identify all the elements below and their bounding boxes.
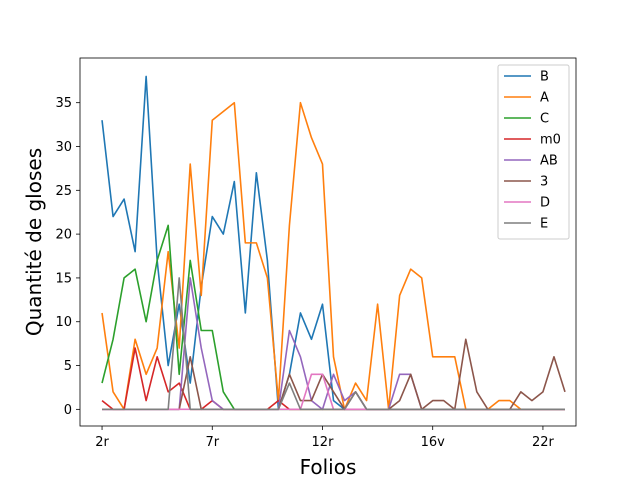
legend-label-E: E (540, 217, 548, 232)
legend-box (497, 64, 570, 240)
series-line-E (102, 277, 565, 411)
legend-label-m0: m0 (540, 133, 561, 148)
y-tick-label: 15 (55, 271, 72, 286)
x-axis: 2r 7r 12r 16v 22r (95, 426, 555, 450)
y-axis: 0 5 10 15 20 25 30 35 (55, 96, 80, 418)
y-tick-label: 30 (55, 140, 72, 155)
x-tick-label: 2r (95, 435, 109, 450)
x-tick-label: 7r (205, 435, 219, 450)
y-tick-label: 5 (64, 359, 72, 374)
plot-area-frame (79, 57, 577, 427)
legend-label-A: A (540, 91, 549, 106)
series-layer (101, 75, 566, 411)
legend-label-D: D (540, 196, 550, 211)
legend-label-3: 3 (540, 175, 548, 190)
y-tick-label: 25 (55, 184, 72, 199)
legend-label-B: B (540, 70, 549, 85)
y-axis-label: Quantité de gloses (22, 148, 46, 336)
x-tick-label: 16v (421, 435, 446, 450)
x-tick-label: 22r (532, 435, 555, 450)
legend-label-C: C (540, 112, 549, 127)
y-tick-label: 35 (55, 96, 72, 111)
y-tick-label: 0 (64, 403, 72, 418)
legend-label-AB: AB (540, 154, 558, 169)
y-tick-label: 10 (55, 315, 72, 330)
y-tick-label: 20 (55, 228, 72, 243)
x-tick-label: 12r (312, 435, 335, 450)
x-axis-label: Folios (300, 455, 357, 479)
